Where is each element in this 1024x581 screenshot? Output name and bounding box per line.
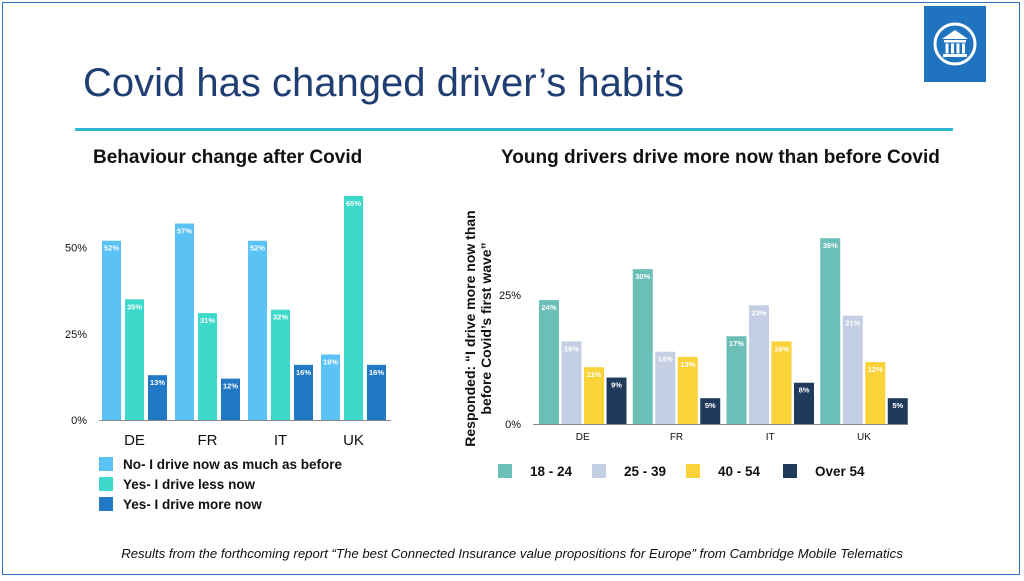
bar-over-54-uk [887, 398, 908, 424]
y-axis-label-line: Responded: “I drive more now than [462, 210, 478, 446]
behaviour-change-chart: 0% 25% 50% 52% 35% 13% DE 57% 31% 12% FR 52% 32% 16% I… [65, 195, 391, 512]
bar-data-label: 5% [705, 401, 716, 410]
bar-data-label: 12% [868, 365, 883, 374]
legend-swatch [99, 477, 113, 491]
bar-yes-i-drive-less-now-de [125, 299, 144, 420]
bar-data-label: 5% [892, 401, 903, 410]
y-tick-label: 25% [499, 290, 521, 302]
bar-18-24-fr [632, 269, 653, 424]
left-chart-title: Behaviour change after Covid [93, 147, 363, 168]
bar-data-label: 16% [774, 344, 789, 353]
bar-data-label: 57% [177, 226, 192, 235]
bar-25-39-it [749, 305, 769, 424]
legend-swatch [498, 464, 512, 478]
bar-no-i-drive-now-as-much-as-before-it [248, 240, 267, 420]
x-tick-label: FR [670, 432, 683, 443]
x-tick-label: UK [343, 432, 364, 449]
bar-data-label: 11% [587, 370, 602, 379]
bar-40-54-uk [865, 362, 886, 424]
bar-data-label: 36% [823, 241, 838, 250]
y-tick-label: 0% [71, 415, 87, 427]
bar-data-label: 30% [635, 272, 650, 281]
legend-label: Yes- I drive more now [123, 497, 262, 512]
bar-data-label: 17% [729, 339, 744, 348]
x-tick-label: FR [198, 432, 218, 449]
bar-18-24-de [539, 300, 559, 424]
bar-yes-i-drive-more-now-de [148, 375, 167, 420]
bar-18-24-uk [820, 238, 841, 424]
x-tick-label: DE [124, 432, 145, 449]
legend-swatch [99, 497, 113, 511]
y-axis-label: Responded: “I drive more now thanbefore … [462, 210, 494, 446]
source-footnote: Results from the forthcoming report “The… [121, 546, 903, 561]
bar-40-54-it [771, 341, 792, 424]
title-divider [75, 128, 953, 131]
logo [924, 6, 986, 82]
bar-data-label: 24% [541, 303, 556, 312]
bar-data-label: 16% [369, 368, 384, 377]
x-tick-label: IT [766, 432, 775, 443]
columns-building-icon [933, 22, 977, 66]
legend-label: Over 54 [815, 464, 865, 479]
x-tick-label: IT [274, 432, 287, 449]
bar-data-label: 35% [127, 302, 142, 311]
bar-data-label: 19% [323, 357, 338, 366]
bar-data-label: 9% [611, 381, 622, 390]
bar-data-label: 13% [150, 378, 165, 387]
young-drivers-chart: 0% 25% Responded: “I drive more now thanbe… [462, 210, 908, 479]
bar-no-i-drive-now-as-much-as-before-fr [175, 223, 194, 420]
bar-over-54-fr [700, 398, 721, 424]
bar-yes-i-drive-less-now-fr [198, 313, 217, 420]
bar-data-label: 14% [658, 355, 673, 364]
legend-label: 25 - 39 [624, 464, 666, 479]
bar-over-54-de [606, 377, 627, 424]
bar-no-i-drive-now-as-much-as-before-uk [321, 354, 340, 420]
legend-swatch [592, 464, 606, 478]
bar-yes-i-drive-less-now-uk [344, 195, 363, 420]
bar-over-54-it [794, 382, 814, 424]
bar-yes-i-drive-less-now-it [271, 309, 290, 420]
bar-data-label: 16% [564, 344, 579, 353]
page-title: Covid has changed driver’s habits [83, 61, 685, 105]
bar-yes-i-drive-more-now-uk [367, 364, 386, 420]
bar-data-label: 12% [223, 382, 238, 391]
bar-40-54-de [584, 367, 604, 424]
bar-data-label: 21% [845, 319, 860, 328]
legend-label: Yes- I drive less now [123, 477, 256, 492]
legend-swatch [783, 464, 797, 478]
bar-40-54-fr [677, 356, 698, 424]
bar-data-label: 52% [250, 244, 265, 253]
legend-label: 40 - 54 [718, 464, 761, 479]
right-chart-title: Young drivers drive more now than before… [501, 147, 940, 168]
legend-swatch [686, 464, 700, 478]
bar-yes-i-drive-more-now-it [294, 364, 313, 420]
y-tick-label: 50% [65, 243, 87, 255]
bar-yes-i-drive-more-now-fr [221, 378, 240, 420]
x-tick-label: DE [576, 432, 590, 443]
legend-label: 18 - 24 [530, 464, 573, 479]
bar-data-label: 8% [799, 386, 810, 395]
x-tick-label: UK [857, 432, 871, 443]
bar-data-label: 32% [273, 313, 288, 322]
legend-label: No- I drive now as much as before [123, 457, 343, 472]
legend-swatch [99, 457, 113, 471]
bar-data-label: 13% [680, 360, 695, 369]
bar-data-label: 23% [751, 308, 766, 317]
bar-data-label: 65% [346, 199, 361, 208]
y-tick-label: 0% [505, 419, 521, 431]
bar-25-39-uk [842, 315, 863, 424]
y-tick-label: 25% [65, 329, 87, 341]
bar-25-39-de [561, 341, 582, 424]
bar-no-i-drive-now-as-much-as-before-de [102, 240, 121, 420]
y-axis-label-line: before Covid’s first wave” [478, 242, 494, 414]
bar-data-label: 31% [200, 316, 215, 325]
bar-data-label: 16% [296, 368, 311, 377]
bar-18-24-it [726, 336, 747, 424]
bar-25-39-fr [655, 351, 676, 424]
bar-data-label: 52% [104, 244, 119, 253]
